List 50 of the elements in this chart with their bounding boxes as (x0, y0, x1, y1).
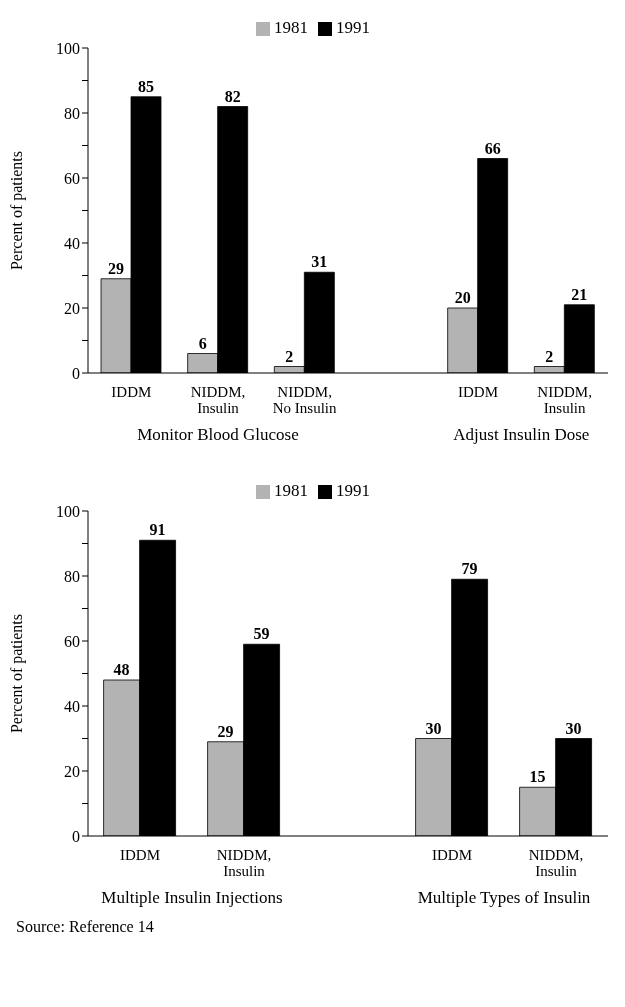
data-label: 66 (484, 139, 501, 157)
data-label: 91 (149, 521, 166, 539)
x-tick-label: IDDM (458, 384, 498, 400)
y-tick-label: 60 (64, 169, 80, 187)
data-label: 59 (253, 625, 270, 643)
x-tick-label: IDDM (111, 384, 152, 400)
y-tick-label: 20 (64, 299, 80, 317)
legend-label: 1991 (336, 18, 370, 37)
source-note: Source: Reference 14 (16, 918, 154, 936)
legend-label: 1991 (336, 481, 370, 500)
data-label: 85 (138, 77, 154, 95)
y-tick-label: 100 (56, 39, 80, 57)
data-label: 15 (529, 768, 546, 786)
y-tick-label: 80 (64, 567, 80, 585)
legend-label: 1981 (274, 18, 308, 37)
y-tick-label: 40 (64, 234, 80, 252)
y-tick-label: 0 (72, 827, 80, 845)
text: Multiple Insulin Injections (100, 888, 284, 908)
y-axis-title: Percent of patients (7, 613, 26, 734)
data-label: 29 (217, 722, 234, 740)
y-tick-label: 80 (64, 104, 80, 122)
x-tick-label: IDDM (432, 847, 472, 863)
data-label: 21 (571, 285, 588, 303)
text: Adjust Insulin Dose (452, 425, 591, 445)
data-label: 2 (285, 347, 294, 365)
data-label: 48 (113, 661, 130, 678)
data-label: 79 (461, 560, 478, 578)
x-tick-label: IDDM (120, 847, 160, 863)
data-label: 29 (108, 259, 124, 277)
x-tick-label: NIDDM, Insulin (537, 384, 592, 416)
x-tick-label: NIDDM, No Insulin (272, 384, 338, 416)
y-tick-label: 100 (56, 502, 80, 520)
data-label: 6 (198, 334, 207, 352)
y-axis-title: Percent of patients (7, 150, 26, 271)
data-label: 30 (425, 719, 442, 737)
text: Monitor Blood Glucose (136, 425, 300, 445)
y-tick-label: 40 (64, 697, 80, 715)
y-tick-label: 0 (72, 364, 80, 382)
y-tick-label: 20 (64, 762, 80, 780)
data-label: 82 (224, 87, 241, 105)
data-label: 30 (565, 719, 582, 737)
x-tick-label: NIDDM, Insulin (216, 847, 272, 879)
data-label: 31 (311, 253, 328, 271)
data-label: 2 (545, 347, 554, 365)
data-label: 20 (454, 289, 471, 306)
y-tick-label: 60 (64, 632, 80, 650)
x-tick-label: NIDDM, Insulin (190, 384, 246, 416)
legend-label: 1981 (274, 481, 308, 500)
text: Multiple Types of Insulin (416, 888, 592, 908)
x-tick-label: NIDDM, Insulin (528, 847, 584, 879)
